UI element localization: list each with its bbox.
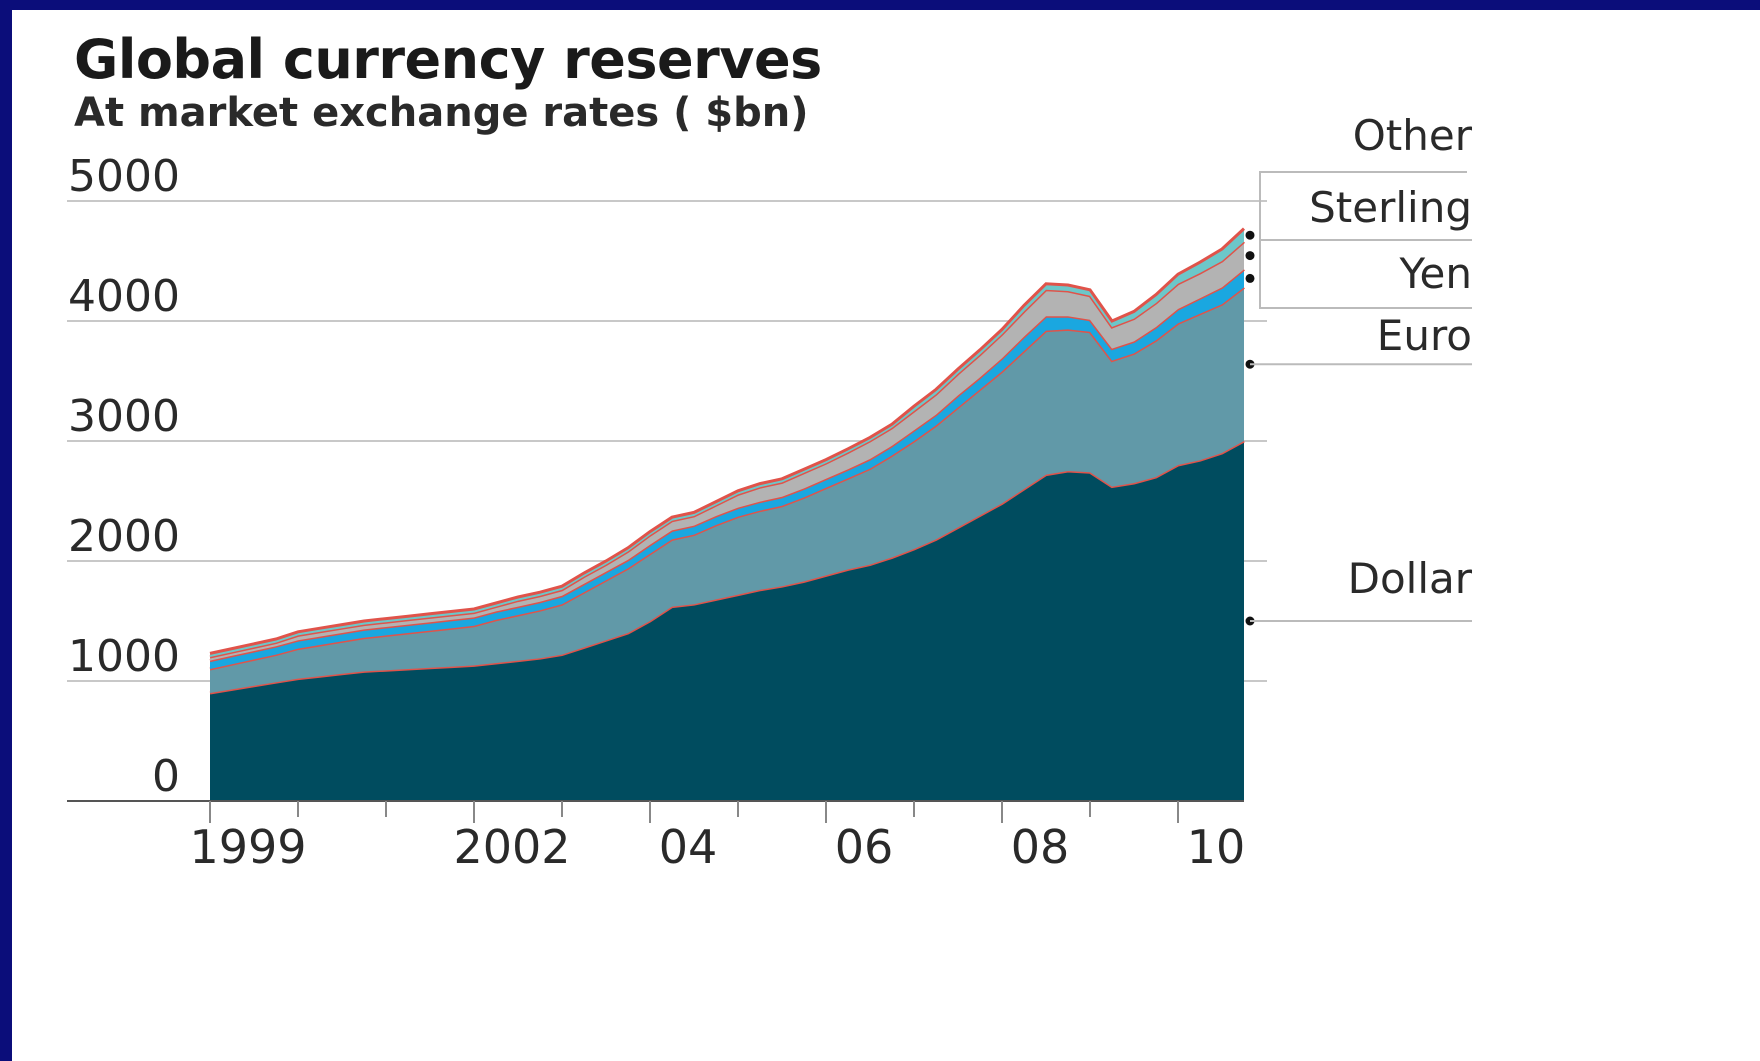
area-dollar	[210, 441, 1244, 801]
series-edge-other	[209, 227, 1246, 655]
chart-frame: Global currency reserves At market excha…	[12, 10, 1760, 1061]
series-label-dollar: Dollar	[1348, 554, 1473, 603]
x-tick-label: 04	[659, 820, 718, 874]
y-tick-label: 4000	[68, 271, 180, 322]
y-tick-label: 2000	[68, 511, 180, 562]
chart-plot: 0 1000 2000 3000 4000 5000 1999 2002 04 06 08 10 Dol…	[67, 111, 1473, 874]
series-label-sterling: Sterling	[1309, 183, 1472, 232]
series-label-euro: Euro	[1377, 311, 1472, 360]
leader-dot	[1245, 230, 1255, 240]
x-tick-label: 1999	[189, 820, 306, 874]
chart-title: Global currency reserves	[74, 28, 822, 91]
y-tick-label: 5000	[68, 151, 180, 202]
y-tick-label: 0	[152, 751, 180, 802]
x-tick-label: 2002	[453, 820, 570, 874]
leader-dot	[1245, 273, 1255, 283]
y-tick-label: 1000	[68, 631, 180, 682]
x-tick-label: 08	[1011, 820, 1070, 874]
series-label-other: Other	[1353, 111, 1473, 160]
leader-dot	[1245, 251, 1255, 261]
series-label-yen: Yen	[1398, 249, 1472, 298]
y-tick-label: 3000	[68, 391, 180, 442]
chart-subtitle: At market exchange rates ( $bn)	[74, 90, 809, 136]
x-tick-label: 06	[835, 820, 894, 874]
area-euro	[210, 287, 1244, 693]
x-tick-label: 10	[1187, 820, 1246, 874]
